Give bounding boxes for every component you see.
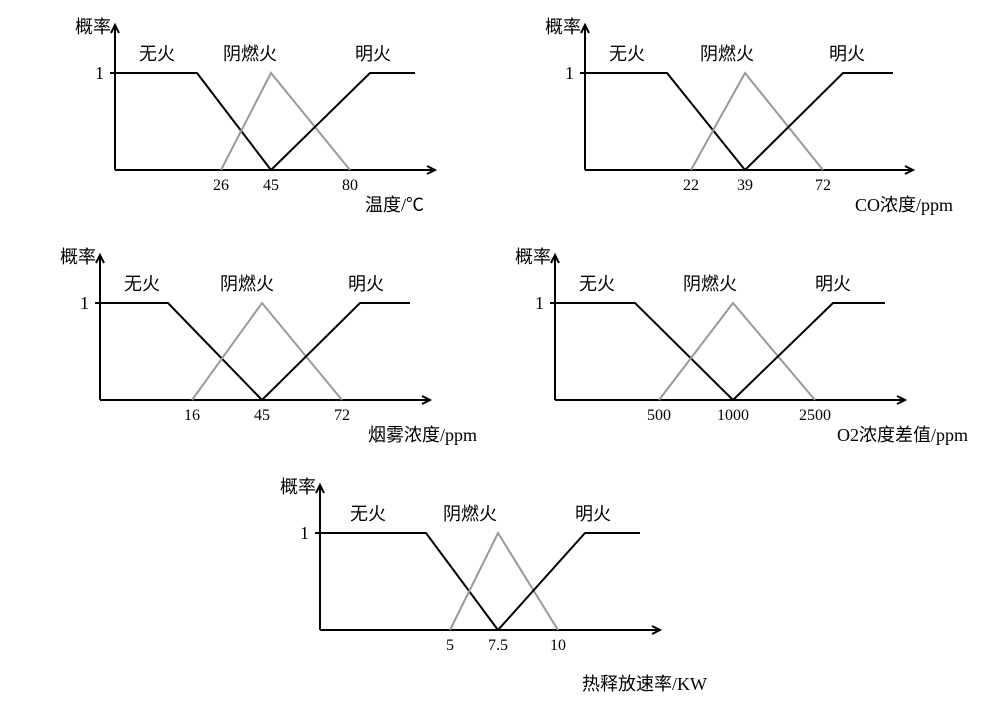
chart-temperature-svg: 概率 1 26 45 80 温度/℃ 无火 阴燃火 明火	[75, 15, 455, 225]
mf-no-fire	[585, 73, 745, 170]
y-tick-1: 1	[535, 293, 544, 313]
label-smoldering: 阴燃火	[443, 504, 497, 524]
x-tick-1: 7.5	[488, 637, 508, 654]
x-tick-0: 5	[446, 637, 454, 654]
x-axis-label: 烟雾浓度/ppm	[368, 425, 477, 445]
x-axis-label: CO浓度/ppm	[855, 195, 953, 215]
mf-open-fire	[262, 303, 410, 400]
x-tick-1: 1000	[717, 407, 749, 424]
y-axis-label: 概率	[515, 247, 551, 267]
x-tick-1: 45	[263, 177, 279, 194]
label-open-fire: 明火	[348, 274, 384, 294]
y-tick-1: 1	[80, 293, 89, 313]
y-axis-label: 概率	[75, 17, 111, 37]
y-axis-label: 概率	[280, 477, 316, 497]
chart-temperature: 概率 1 26 45 80 温度/℃ 无火 阴燃火 明火	[75, 15, 455, 230]
chart-smoke-svg: 概率 1 16 45 72 烟雾浓度/ppm 无火 阴燃火 明火	[60, 245, 480, 455]
y-tick-1: 1	[300, 523, 309, 543]
y-axis-label: 概率	[545, 17, 581, 37]
mf-open-fire	[745, 73, 893, 170]
label-smoldering: 阴燃火	[683, 274, 737, 294]
label-open-fire: 明火	[355, 44, 391, 64]
mf-smoldering	[659, 303, 815, 400]
x-axis-label: 温度/℃	[365, 195, 424, 215]
label-open-fire: 明火	[815, 274, 851, 294]
mf-no-fire	[320, 533, 498, 630]
x-tick-2: 2500	[799, 407, 831, 424]
mf-open-fire	[498, 533, 640, 630]
x-tick-0: 16	[184, 407, 200, 424]
mf-smoldering	[691, 73, 823, 170]
label-smoldering: 阴燃火	[223, 44, 277, 64]
x-tick-2: 80	[342, 177, 358, 194]
x-tick-2: 72	[815, 177, 831, 194]
label-no-fire: 无火	[124, 274, 160, 294]
y-axis-label: 概率	[60, 247, 96, 267]
label-smoldering: 阴燃火	[220, 274, 274, 294]
label-no-fire: 无火	[350, 504, 386, 524]
x-tick-2: 72	[334, 407, 350, 424]
label-open-fire: 明火	[575, 504, 611, 524]
x-tick-1: 39	[737, 177, 753, 194]
chart-co-svg: 概率 1 22 39 72 CO浓度/ppm 无火 阴燃火 明火	[545, 15, 965, 225]
chart-co: 概率 1 22 39 72 CO浓度/ppm 无火 阴燃火 明火	[545, 15, 965, 230]
mf-open-fire	[733, 303, 885, 400]
mf-no-fire	[100, 303, 262, 400]
x-axis-label: O2浓度差值/ppm	[837, 425, 968, 445]
chart-heat-svg: 概率 1 5 7.5 10 热释放速率/KW 无火 阴燃火 明火	[280, 475, 740, 705]
chart-smoke: 概率 1 16 45 72 烟雾浓度/ppm 无火 阴燃火 明火	[60, 245, 480, 460]
label-no-fire: 无火	[609, 44, 645, 64]
mf-no-fire	[555, 303, 733, 400]
x-tick-2: 10	[550, 637, 566, 654]
x-tick-0: 22	[683, 177, 699, 194]
x-tick-0: 26	[213, 177, 229, 194]
mf-open-fire	[271, 73, 415, 170]
label-smoldering: 阴燃火	[700, 44, 754, 64]
y-tick-1: 1	[95, 63, 104, 83]
y-tick-1: 1	[565, 63, 574, 83]
chart-heat: 概率 1 5 7.5 10 热释放速率/KW 无火 阴燃火 明火	[280, 475, 740, 710]
label-open-fire: 明火	[829, 44, 865, 64]
chart-o2-svg: 概率 1 500 1000 2500 O2浓度差值/ppm 无火 阴燃火 明火	[515, 245, 975, 455]
mf-no-fire	[115, 73, 271, 170]
label-no-fire: 无火	[579, 274, 615, 294]
label-no-fire: 无火	[139, 44, 175, 64]
x-axis-label: 热释放速率/KW	[582, 674, 707, 694]
x-tick-0: 500	[647, 407, 671, 424]
chart-o2: 概率 1 500 1000 2500 O2浓度差值/ppm 无火 阴燃火 明火	[515, 245, 975, 460]
x-tick-1: 45	[254, 407, 270, 424]
